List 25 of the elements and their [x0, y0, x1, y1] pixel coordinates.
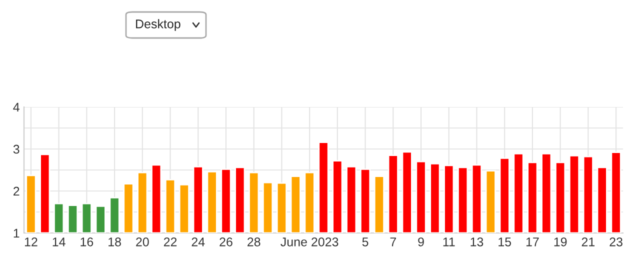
- x-tick-label: 21: [582, 237, 595, 246]
- x-tick-label: 19: [554, 237, 567, 246]
- x-tick-label: 9: [418, 237, 424, 246]
- y-tick-label: 1: [14, 228, 20, 238]
- x-tick-label: 11: [443, 238, 455, 246]
- x-tick-label: 20: [136, 237, 149, 246]
- y-tick-label: 4: [13, 102, 20, 112]
- x-tick-label: 15: [498, 238, 512, 246]
- x-tick-label: 14: [52, 238, 66, 246]
- y-tick-label: 3: [13, 144, 20, 154]
- x-tick-label: 17: [526, 238, 539, 246]
- x-tick-label: 23: [610, 237, 622, 246]
- x-tick-label: 26: [220, 237, 232, 246]
- x-tick-label: 28: [248, 237, 260, 246]
- y-tick-label: 2: [14, 186, 20, 196]
- x-tick-label: 22: [164, 237, 177, 246]
- x-tick-label: June 2023: [280, 237, 338, 246]
- x-tick-label: 24: [192, 237, 205, 246]
- x-tick-label: 5: [362, 238, 368, 246]
- x-tick-label: 18: [108, 237, 121, 246]
- x-tick-label: 16: [80, 237, 94, 246]
- text: Desktop: [136, 19, 180, 31]
- x-tick-label: 13: [470, 237, 484, 246]
- x-tick-label: 7: [390, 238, 396, 246]
- x-tick-label: 12: [24, 237, 38, 246]
